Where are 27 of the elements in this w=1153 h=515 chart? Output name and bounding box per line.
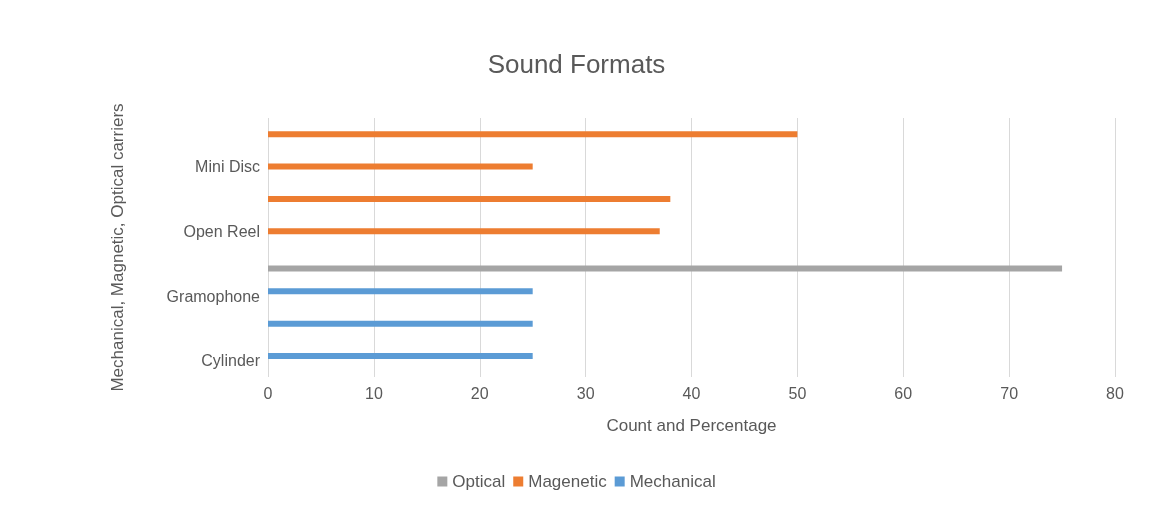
y-tick-label: Open Reel xyxy=(183,222,260,240)
legend-label: Mechanical xyxy=(629,472,716,491)
y-tick-label: Gramophone xyxy=(166,287,261,305)
legend-label: Magenetic xyxy=(528,472,608,491)
y-tick-label: Mini Disc xyxy=(195,158,260,176)
y-tick-label: Cylinder xyxy=(201,352,261,370)
x-tick-label: 50 xyxy=(788,384,807,402)
x-tick-label: 70 xyxy=(1000,384,1019,402)
x-tick-label: 40 xyxy=(682,384,701,402)
bar xyxy=(268,265,1063,272)
bar xyxy=(268,288,533,295)
bar xyxy=(268,353,533,360)
x-axis-title: Count and Percentage xyxy=(606,416,777,435)
x-tick-label: 80 xyxy=(1106,384,1124,402)
bar xyxy=(268,228,660,235)
x-tick-label: 30 xyxy=(576,384,595,402)
y-axis-title: Mechanical, Magnetic, Optical carriers xyxy=(107,103,127,392)
bar xyxy=(268,195,671,202)
x-tick-label: 10 xyxy=(364,384,383,402)
bar xyxy=(268,320,533,327)
x-tick-label: 60 xyxy=(894,384,913,402)
legend-label: Optical xyxy=(452,472,506,491)
bar xyxy=(268,131,798,138)
chart-title: Sound Formats xyxy=(487,49,666,79)
x-tick-label: 0 xyxy=(263,384,273,402)
x-tick-label: 20 xyxy=(470,384,489,402)
bar xyxy=(268,163,533,170)
